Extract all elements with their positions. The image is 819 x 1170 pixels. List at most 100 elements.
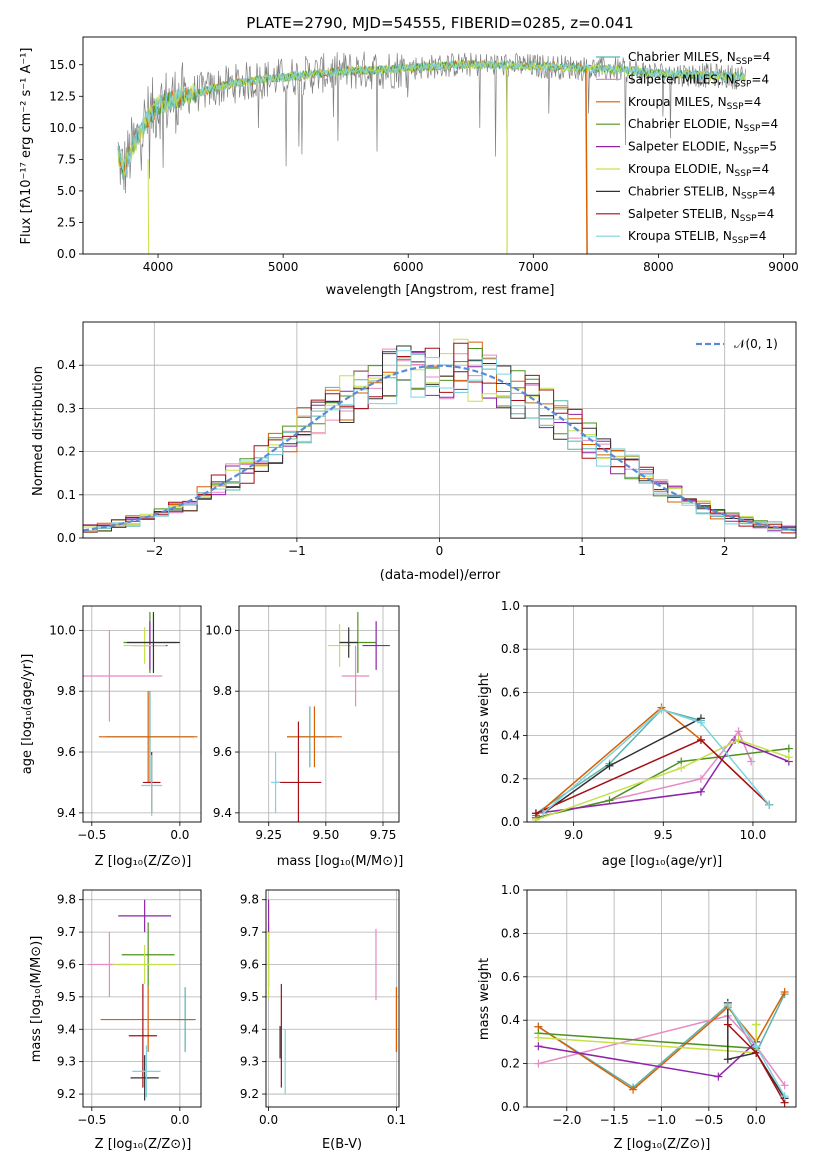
y-tick-label: 9.6 <box>213 745 232 759</box>
legend-label: Kroupa STELIB, NSSP=4 <box>628 229 766 246</box>
mass-vs-Z-axes: −0.5 0.0 9.2 9.3 9.4 9.5 9.6 9.7 9.8 <box>57 889 202 1127</box>
legend-label-sub: SSP <box>742 147 759 157</box>
legend-label-part: =4 <box>753 50 771 64</box>
y-tick-label: 9.4 <box>240 1022 259 1036</box>
legend-label-part: =4 <box>757 207 775 221</box>
weight-vs-Z-ylabel: mass weight <box>477 958 492 1040</box>
x-tick-label: 8000 <box>643 260 674 274</box>
y-tick-label: 10.0 <box>49 623 76 637</box>
x-tick-label: −1.0 <box>647 1113 676 1127</box>
weight-vs-Z-xlabel: Z [log₁₀(Z/Z⊙)] <box>614 1137 711 1152</box>
legend-label-part: Kroupa ELODIE, N <box>628 162 735 176</box>
mass-vs-ebv-axes: 0.0 0.1 9.2 9.3 9.4 9.5 9.6 9.7 9.8 <box>240 889 406 1127</box>
plot-area <box>534 987 789 1107</box>
weight-vs-age-xlabel: age [log₁₀(age/yr)] <box>602 854 723 869</box>
x-tick-label: 6000 <box>393 260 424 274</box>
y-tick-label: 0.3 <box>57 401 76 415</box>
y-tick-label: 12.5 <box>49 89 76 103</box>
axes-frame <box>526 889 797 1108</box>
x-tick-label: 0.0 <box>170 828 189 842</box>
plot-area <box>267 899 398 1095</box>
legend-label: Kroupa MILES, NSSP=4 <box>628 95 761 112</box>
x-tick-label: 9000 <box>768 260 799 274</box>
spectrum-axes: 4000 5000 6000 7000 8000 9000 0.0 2.5 5.0 7.5 10.0… <box>49 36 799 274</box>
y-tick-label: 9.6 <box>57 957 76 971</box>
legend-label-sub: SSP <box>744 124 761 134</box>
x-tick-label: 9.25 <box>255 828 282 842</box>
y-tick-label: 0.0 <box>501 815 520 829</box>
x-tick-label: −2.0 <box>552 1113 581 1127</box>
legend-label-part: =5 <box>759 140 777 154</box>
y-tick-label: 0.8 <box>501 926 520 940</box>
y-tick-label: 0.6 <box>501 970 520 984</box>
legend-label: Salpeter MILES, NSSP=4 <box>628 72 769 89</box>
legend-label-sub: SSP <box>736 57 753 67</box>
legend-label: Chabrier ELODIE, NSSP=4 <box>628 117 778 134</box>
y-tick-label: 0.2 <box>57 445 76 459</box>
mass-vs-Z-xlabel: Z [log₁₀(Z/Z⊙)] <box>95 1137 192 1152</box>
spectrum-panel: PLATE=2790, MJD=54555, FIBERID=0285, z=0… <box>19 14 799 298</box>
legend-label-part: Kroupa MILES, N <box>628 95 727 109</box>
plot-area <box>531 703 793 822</box>
legend-label-part: Kroupa STELIB, N <box>628 229 732 243</box>
y-tick-label: 1.0 <box>501 883 520 897</box>
x-tick-label: 5000 <box>268 260 299 274</box>
axes-frame <box>265 889 400 1108</box>
legend-label-part: =4 <box>751 72 769 86</box>
weight-vs-Z-axes: −2.0 −1.5 −1.0 −0.5 0.0 0.0 0.2 0.4 0.6 0.8 1.0 <box>501 883 797 1127</box>
model-spectrum <box>117 59 746 175</box>
x-tick-label: −0.5 <box>77 1113 106 1127</box>
age-vs-mass-xlabel: mass [log₁₀(M/M⊙)] <box>277 854 404 869</box>
x-tick-label: 1 <box>578 544 586 558</box>
x-tick-label: −1.5 <box>600 1113 629 1127</box>
y-tick-label: 9.5 <box>57 990 76 1004</box>
y-tick-label: 9.4 <box>57 806 76 820</box>
legend-label: Salpeter STELIB, NSSP=4 <box>628 207 774 224</box>
y-tick-label: 9.6 <box>57 745 76 759</box>
residuals-xlabel: (data-model)/error <box>380 568 501 583</box>
age-vs-mass-axes: 9.25 9.50 9.75 9.4 9.6 9.8 10.0 <box>205 605 400 842</box>
spectrum-title: PLATE=2790, MJD=54555, FIBERID=0285, z=0… <box>246 14 633 32</box>
weight-line <box>535 708 702 815</box>
legend-label-part: Chabrier STELIB, N <box>628 184 741 198</box>
axes-frame <box>82 36 797 255</box>
residuals-axes: −2 −1 0 1 2 0.0 0.1 0.2 0.3 0.4 <box>57 321 797 558</box>
mass-vs-Z-panel: −0.5 0.0 9.2 9.3 9.4 9.5 9.6 9.7 9.8 Z [log₁₀(Z/… <box>29 889 202 1152</box>
y-tick-label: 9.2 <box>57 1087 76 1101</box>
residuals-panel: −2 −1 0 1 2 0.0 0.1 0.2 0.3 0.4 (data-model)/erro… <box>31 321 797 583</box>
x-tick-label: 10.0 <box>740 828 767 842</box>
normal-curve <box>83 364 796 532</box>
weight-vs-age-ylabel: mass weight <box>477 673 492 755</box>
legend-label-part: =4 <box>744 95 762 109</box>
x-tick-label: 7000 <box>518 260 549 274</box>
legend-label-part: Salpeter STELIB, N <box>628 207 740 221</box>
residuals-legend: 𝒩(0, 1) <box>696 337 778 351</box>
y-tick-label: 0.0 <box>57 531 76 545</box>
weight-line <box>535 729 752 819</box>
x-tick-label: −0.5 <box>77 828 106 842</box>
weight-line <box>542 708 770 814</box>
age-vs-Z-axes: −0.5 0.0 9.4 9.6 9.8 10.0 <box>49 605 202 842</box>
plot-area <box>271 612 390 822</box>
y-tick-label: 7.5 <box>57 152 76 166</box>
mass-vs-ebv-panel: 0.0 0.1 9.2 9.3 9.4 9.5 9.6 9.7 9.8 E(B-V) <box>240 889 406 1152</box>
residuals-ylabel: Normed distribution <box>31 366 46 496</box>
y-tick-label: 0.1 <box>57 488 76 502</box>
x-tick-label: 0.1 <box>387 1113 406 1127</box>
weight-vs-age-axes: 9.0 9.5 10.0 0.0 0.2 0.4 0.6 0.8 1.0 <box>501 599 797 842</box>
y-tick-label: 0.2 <box>501 1057 520 1071</box>
x-tick-label: 0 <box>436 544 444 558</box>
age-vs-mass-panel: 9.25 9.50 9.75 9.4 9.6 9.8 10.0 mass [log₁₀(M/… <box>205 605 404 869</box>
plot-area <box>83 338 796 534</box>
normal-legend-label: 𝒩(0, 1) <box>734 337 778 351</box>
axes-frame <box>526 605 797 823</box>
legend-label-part: =4 <box>751 162 769 176</box>
plot-area <box>117 51 746 254</box>
y-tick-label: 0.4 <box>501 1013 520 1027</box>
y-tick-label: 2.5 <box>57 215 76 229</box>
y-tick-label: 9.4 <box>213 806 232 820</box>
cutoff-line <box>147 159 150 254</box>
y-tick-label: 0.0 <box>57 247 76 261</box>
